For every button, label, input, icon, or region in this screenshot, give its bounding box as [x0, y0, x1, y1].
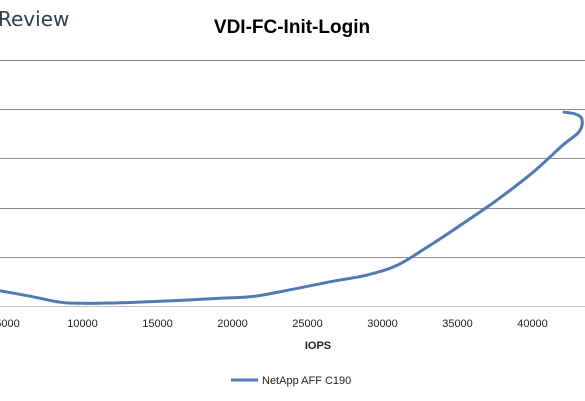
brand-logo-text: Review [0, 7, 69, 31]
x-tick-label: 20000 [217, 318, 248, 330]
x-axis-label: IOPS [305, 340, 331, 352]
series-line-netapp-aff-c190 [0, 110, 584, 305]
x-tick-labels: 5000 10000 15000 20000 25000 30000 35000 40000 [0, 318, 548, 330]
x-tick-label: 5000 [0, 318, 20, 330]
x-tick-label: 25000 [292, 318, 323, 330]
legend: NetApp AFF C190 [231, 375, 351, 387]
legend-label: NetApp AFF C190 [262, 375, 351, 387]
x-tick-label: 40000 [517, 318, 548, 330]
x-tick-label: 10000 [67, 318, 98, 330]
x-tick-label: 30000 [367, 318, 398, 330]
x-tick-label: 35000 [442, 318, 473, 330]
gridlines [0, 60, 585, 258]
x-tick-label: 15000 [142, 318, 173, 330]
chart-title: VDI-FC-Init-Login [214, 17, 370, 38]
